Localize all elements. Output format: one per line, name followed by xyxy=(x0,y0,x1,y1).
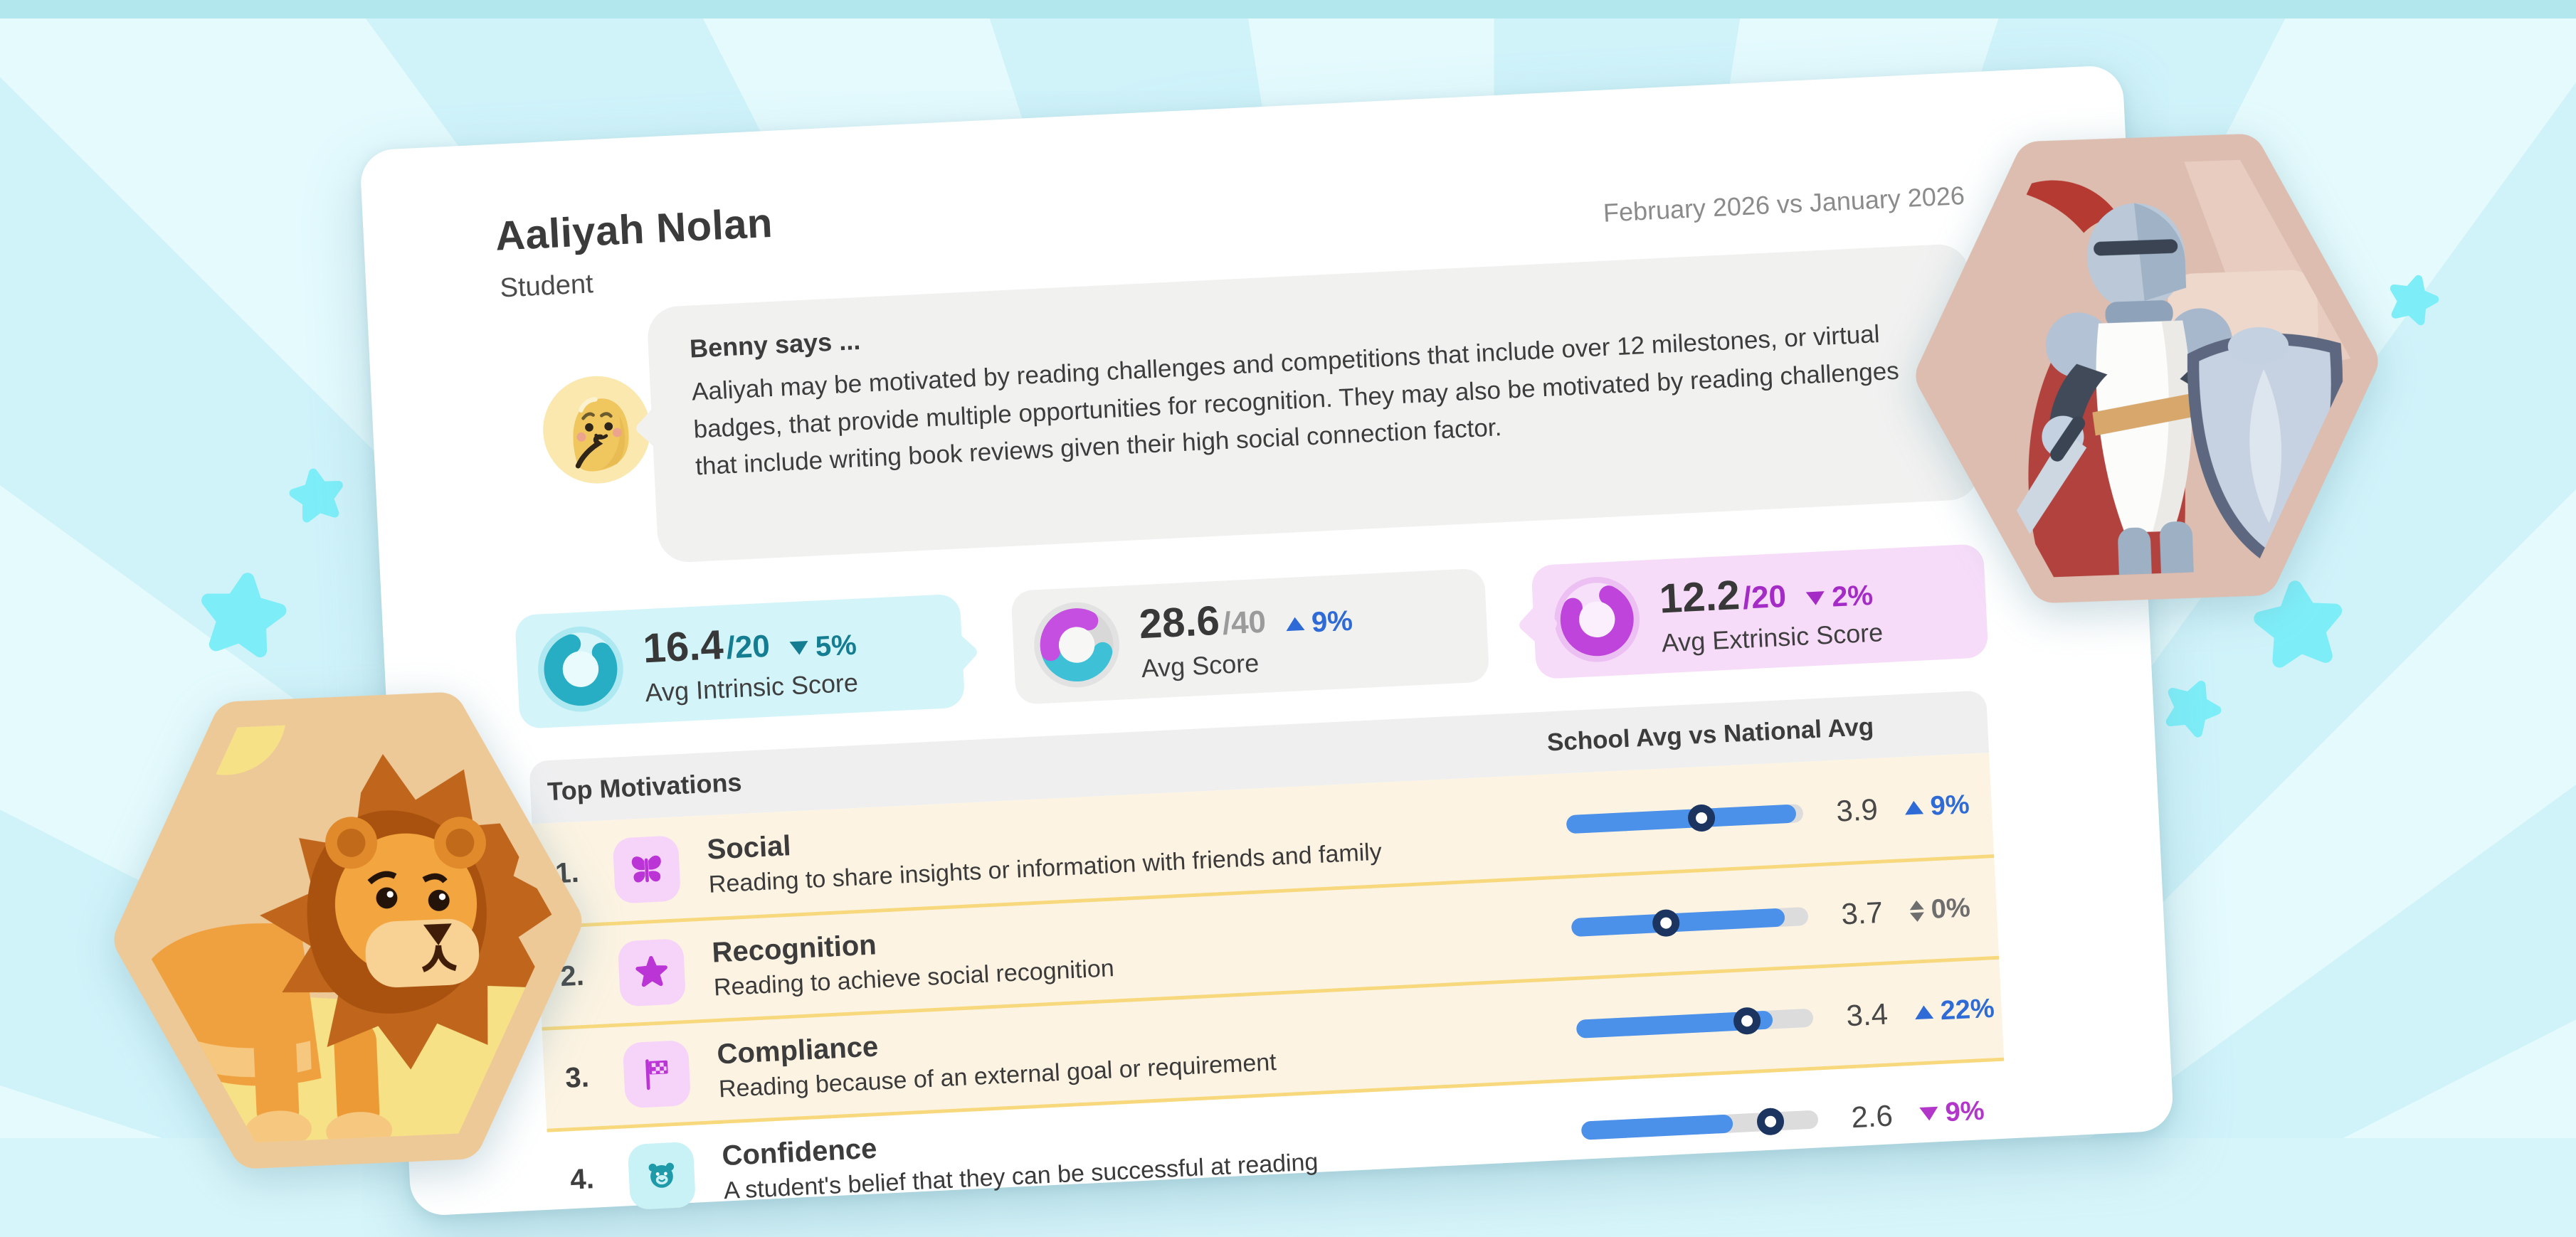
slider-fill xyxy=(1566,804,1797,834)
knight-illustration xyxy=(1904,127,2390,610)
student-role: Student xyxy=(499,269,594,304)
score-label: Avg Intrinsic Score xyxy=(644,667,859,707)
school-vs-national-slider xyxy=(1575,1007,1814,1039)
top-band xyxy=(0,0,2576,18)
delta-badge: 9% xyxy=(1904,790,1970,823)
score-max: /20 xyxy=(1741,578,1788,616)
motivation-score: 3.7 xyxy=(1840,895,1884,931)
star-decoration xyxy=(2158,674,2226,743)
delta-badge: 0% xyxy=(1909,893,1971,926)
score-max: /40 xyxy=(1221,604,1267,642)
score-value: 16.4 xyxy=(642,621,724,671)
arrow-up-icon xyxy=(1285,616,1305,631)
checkered-flag-icon xyxy=(622,1039,692,1109)
score-card: 16.4 /20 5% Avg Intrinsic Score xyxy=(514,593,966,729)
slider-fill xyxy=(1580,1114,1733,1140)
score-cards-row: 16.4 /20 5% Avg Intrinsic Score 28.6 /40… xyxy=(359,65,2122,729)
score-card: 12.2 /20 2% Avg Extrinsic Score xyxy=(1531,543,1989,680)
lion-illustration xyxy=(94,684,602,1177)
star-icon xyxy=(617,938,687,1007)
page-title: Aaliyah Nolan xyxy=(494,199,774,260)
motivation-text: Compliance Reading because of an externa… xyxy=(717,1012,1277,1103)
motivation-row: 1. Social Reading to share insights or i… xyxy=(532,753,1995,926)
score-donut-chart xyxy=(1550,573,1644,667)
motivation-text: Social Reading to share insights or info… xyxy=(706,801,1382,898)
school-vs-national-slider xyxy=(1566,803,1804,834)
motivation-text: Confidence A student's belief that they … xyxy=(722,1111,1319,1205)
star-decoration xyxy=(2382,270,2443,331)
arrow-down-icon xyxy=(789,640,809,655)
benny-speech-bubble: Benny says ... Aaliyah may be motivated … xyxy=(646,243,1981,564)
score-label: Avg Extrinsic Score xyxy=(1660,617,1884,657)
score-card: 28.6 /40 9% Avg Score xyxy=(1010,568,1490,705)
arrow-down-icon xyxy=(1805,590,1825,605)
score-value: 12.2 xyxy=(1658,571,1741,622)
rank-label: 4. xyxy=(569,1163,595,1196)
arrow-up-down-icon xyxy=(1909,899,1925,922)
school-vs-national-slider xyxy=(1571,906,1809,938)
school-vs-national-slider xyxy=(1580,1107,1819,1140)
star-decoration xyxy=(285,464,350,529)
delta-badge: 9% xyxy=(1919,1096,1985,1130)
motivation-score: 3.4 xyxy=(1845,997,1889,1033)
arrow-down-icon xyxy=(1919,1106,1939,1121)
star-decoration xyxy=(2246,573,2353,680)
national-avg-marker xyxy=(1732,1007,1761,1036)
score-label: Avg Score xyxy=(1140,647,1260,683)
score-delta: 2% xyxy=(1805,579,1874,615)
score-donut-chart xyxy=(1030,598,1124,692)
motivation-row: 2. Recognition Reading to achieve social… xyxy=(537,854,2000,1027)
motivations-table: Top Motivations School Avg vs National A… xyxy=(529,690,2010,1231)
score-max: /20 xyxy=(725,628,771,666)
national-avg-marker xyxy=(1686,803,1716,832)
arrow-up-icon xyxy=(1904,800,1924,815)
motivation-text: Recognition Reading to achieve social re… xyxy=(712,918,1115,1002)
score-value: 28.6 xyxy=(1138,597,1221,647)
report-card: Aaliyah Nolan Student February 2026 vs J… xyxy=(359,64,2175,1231)
score-donut-chart xyxy=(534,622,628,716)
score-delta: 9% xyxy=(1285,605,1353,640)
motivation-row: 3. Compliance Reading because of an exte… xyxy=(542,955,2005,1129)
butterfly-icon xyxy=(612,834,682,904)
delta-badge: 22% xyxy=(1914,994,1995,1028)
motivation-score: 3.9 xyxy=(1835,792,1879,828)
motivation-score: 2.6 xyxy=(1850,1098,1894,1135)
arrow-up-icon xyxy=(1914,1004,1934,1020)
star-decoration xyxy=(191,566,294,669)
lion-face-icon xyxy=(627,1141,697,1211)
score-delta: 5% xyxy=(789,629,857,664)
column-header: School Avg vs National Avg xyxy=(1546,713,1875,757)
benny-avatar xyxy=(539,371,655,487)
